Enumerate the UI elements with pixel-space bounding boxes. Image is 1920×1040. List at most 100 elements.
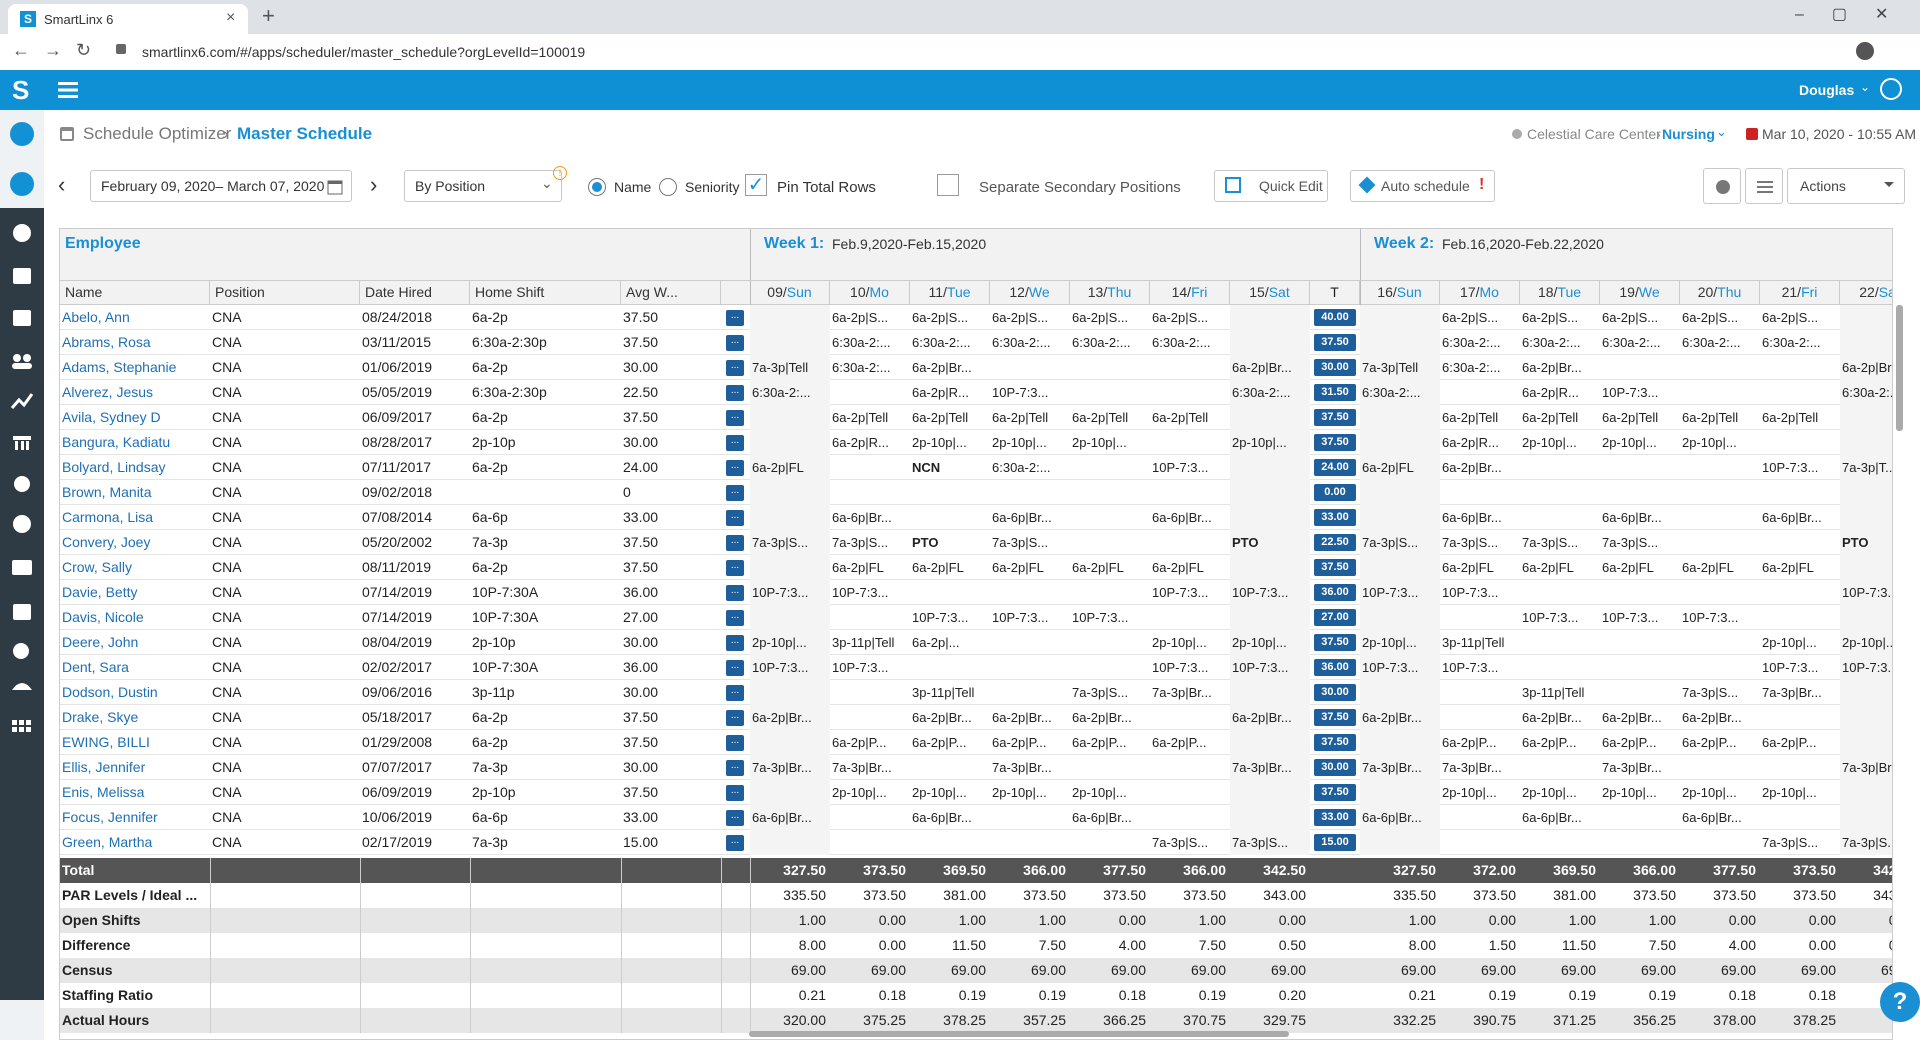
shift-cell[interactable] (1232, 555, 1310, 580)
shift-cell[interactable] (752, 405, 830, 430)
radio-name-label[interactable]: Name (614, 179, 652, 195)
shift-cell[interactable]: PTO (912, 535, 939, 550)
shift-cell[interactable]: 7a-3p|S... (1602, 535, 1659, 550)
shift-cell[interactable] (1602, 830, 1680, 855)
row-menu-button[interactable]: ... (726, 710, 744, 726)
shift-cell[interactable] (1842, 430, 1892, 455)
date-picker-icon[interactable] (327, 179, 343, 195)
shift-cell[interactable]: 6:30a-2:... (1232, 385, 1291, 400)
shift-cell[interactable]: 2p-10p|... (1762, 635, 1817, 650)
shift-cell[interactable]: 2p-10p|... (912, 435, 967, 450)
shift-cell[interactable]: NCN (912, 460, 941, 475)
auto-schedule-button[interactable]: Auto schedule ! (1350, 170, 1495, 202)
shift-cell[interactable] (832, 480, 910, 505)
shift-cell[interactable]: 6a-6p|Br... (1072, 810, 1132, 825)
shift-cell[interactable] (1362, 505, 1440, 530)
shift-cell[interactable]: 2p-10p|... (992, 785, 1047, 800)
shift-cell[interactable] (1232, 605, 1310, 630)
shift-cell[interactable]: 7a-3p|Br... (1842, 760, 1892, 775)
shift-cell[interactable] (1442, 805, 1520, 830)
day-header[interactable]: 17/Mo (1440, 280, 1520, 305)
shift-cell[interactable]: 6:30a-2:... (992, 335, 1051, 350)
shift-cell[interactable] (1232, 330, 1310, 355)
shift-cell[interactable]: 6a-2p|FL (752, 460, 804, 475)
shift-cell[interactable] (752, 780, 830, 805)
shift-cell[interactable]: 6:30a-2:... (1522, 335, 1581, 350)
shift-cell[interactable] (1362, 680, 1440, 705)
shift-cell[interactable] (1682, 755, 1760, 780)
shift-cell[interactable]: 6a-2p|Tell (1072, 410, 1129, 425)
window-controls[interactable]: –▢✕ (1795, 6, 1917, 23)
shift-cell[interactable] (1072, 755, 1150, 780)
row-menu-button[interactable]: ... (726, 510, 744, 526)
horizontal-scrollbar[interactable] (749, 1031, 1289, 1037)
shift-cell[interactable] (832, 805, 910, 830)
shift-cell[interactable]: 6a-2p|FL (832, 560, 884, 575)
shift-cell[interactable] (992, 580, 1070, 605)
employee-name[interactable]: Ellis, Jennifer (62, 759, 146, 775)
shift-cell[interactable]: 7a-3p|S... (1152, 835, 1209, 850)
shift-cell[interactable] (1682, 580, 1760, 605)
shift-cell[interactable] (1232, 305, 1310, 330)
day-header[interactable]: 18/Tue (1520, 280, 1600, 305)
shift-cell[interactable]: 6a-2p|S... (1682, 310, 1739, 325)
shift-cell[interactable] (1682, 480, 1760, 505)
shift-cell[interactable]: 6a-2p|FL (992, 560, 1044, 575)
row-menu-button[interactable]: ... (726, 735, 744, 751)
shift-cell[interactable] (1602, 455, 1680, 480)
shift-cell[interactable]: 10P-7:3... (1232, 660, 1289, 675)
shift-cell[interactable]: 6a-2p|FL (1522, 560, 1574, 575)
employee-name[interactable]: Abelo, Ann (62, 309, 130, 325)
shift-cell[interactable] (1072, 580, 1150, 605)
shift-cell[interactable] (1522, 480, 1600, 505)
shift-cell[interactable] (1842, 680, 1892, 705)
location[interactable]: Celestial Care Center (1527, 126, 1661, 142)
shift-cell[interactable]: 7a-3p|S... (1762, 835, 1819, 850)
shift-cell[interactable] (1842, 705, 1892, 730)
user-caret[interactable]: ⌄ (1860, 80, 1871, 94)
shift-cell[interactable]: 6a-2p|Br... (992, 710, 1052, 725)
shift-cell[interactable]: 2p-10p|... (1442, 785, 1497, 800)
shift-cell[interactable]: 7a-3p|S... (1232, 835, 1289, 850)
radio-seniority-label[interactable]: Seniority (685, 179, 740, 195)
shift-cell[interactable]: 6a-2p|FL (1152, 560, 1204, 575)
shift-cell[interactable] (1072, 630, 1150, 655)
shift-cell[interactable]: 6a-2p|Br... (1522, 710, 1582, 725)
shift-cell[interactable]: 6a-2p|Br... (1442, 460, 1502, 475)
shift-cell[interactable] (1682, 830, 1760, 855)
employee-name[interactable]: Davie, Betty (62, 584, 138, 600)
shift-cell[interactable]: 6:30a-2:... (1682, 335, 1741, 350)
shift-cell[interactable]: 6a-2p|FL (1602, 560, 1654, 575)
shift-cell[interactable] (1362, 605, 1440, 630)
shift-cell[interactable] (1232, 730, 1310, 755)
shift-cell[interactable] (752, 480, 830, 505)
shift-cell[interactable]: 6:30a-2:... (832, 360, 891, 375)
shift-cell[interactable] (752, 330, 830, 355)
row-menu-button[interactable]: ... (726, 835, 744, 851)
shift-cell[interactable] (1362, 780, 1440, 805)
shift-cell[interactable]: 6a-2p|Br... (1232, 360, 1292, 375)
shift-cell[interactable]: 6:30a-2:... (1072, 335, 1131, 350)
row-menu-button[interactable]: ... (726, 810, 744, 826)
shift-cell[interactable]: 6a-2p|Br... (1602, 710, 1662, 725)
day-header[interactable]: 13/Thu (1070, 280, 1150, 305)
shift-cell[interactable] (752, 680, 830, 705)
shift-cell[interactable] (1522, 455, 1600, 480)
shift-cell[interactable]: 6:30a-2:... (1442, 360, 1501, 375)
shift-cell[interactable] (752, 430, 830, 455)
day-header[interactable]: 21/Fri (1760, 280, 1840, 305)
shift-cell[interactable]: 10P-7:3... (1842, 660, 1893, 675)
shift-cell[interactable]: 10P-7:3... (1602, 385, 1659, 400)
shift-cell[interactable] (912, 655, 990, 680)
shift-cell[interactable] (1762, 380, 1840, 405)
vertical-scrollbar[interactable] (1896, 305, 1903, 431)
shift-cell[interactable]: 6a-6p|Br... (912, 810, 972, 825)
shift-cell[interactable]: 10P-7:3... (1602, 610, 1659, 625)
employee-name[interactable]: Bangura, Kadiatu (62, 434, 171, 450)
day-header[interactable]: 09/Sun (750, 280, 830, 305)
shift-cell[interactable]: 6a-6p|Br... (832, 510, 892, 525)
shift-cell[interactable]: 6a-2p|Br... (1682, 710, 1742, 725)
shift-cell[interactable] (1602, 655, 1680, 680)
shift-cell[interactable]: 6a-2p|P... (1522, 735, 1577, 750)
shift-cell[interactable]: 6a-2p|R... (1442, 435, 1499, 450)
